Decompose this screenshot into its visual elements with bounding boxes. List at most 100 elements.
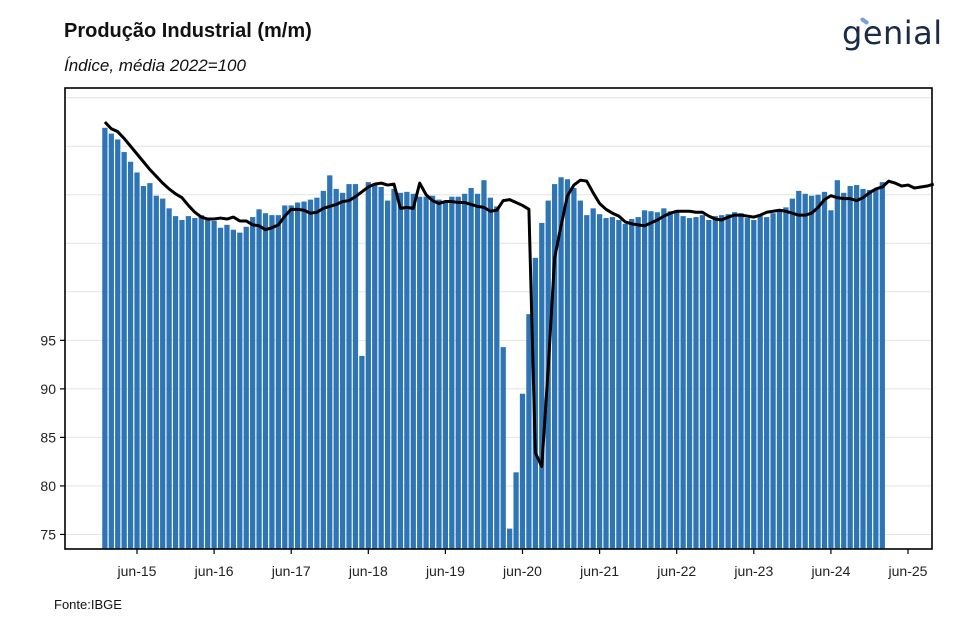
bar	[519, 393, 526, 549]
bar	[751, 219, 757, 550]
bar	[828, 210, 834, 550]
x-tick-label: jun-17	[271, 563, 311, 579]
bar	[442, 200, 449, 549]
bar	[160, 198, 166, 549]
bar	[269, 215, 275, 549]
bar	[172, 216, 179, 550]
bar	[590, 208, 596, 549]
bar	[243, 226, 249, 550]
bar	[108, 133, 114, 550]
bar	[282, 205, 288, 549]
bar	[359, 355, 365, 549]
x-tick-label: jun-21	[579, 563, 619, 579]
bar	[462, 193, 468, 550]
bar	[629, 219, 635, 549]
bar	[564, 179, 571, 550]
bar	[211, 220, 217, 549]
x-tick-label: jun-24	[810, 563, 850, 579]
bar	[262, 213, 269, 549]
bar	[127, 161, 134, 549]
bar	[513, 472, 519, 549]
bar	[192, 218, 198, 550]
bar	[449, 196, 455, 549]
bar	[808, 195, 815, 550]
source-note: Fonte:IBGE	[54, 597, 122, 612]
bar	[410, 193, 416, 550]
y-tick-label: 75	[40, 526, 56, 542]
bar	[719, 215, 725, 549]
bar	[320, 190, 326, 549]
bar	[224, 224, 230, 549]
bar	[873, 188, 879, 549]
bar	[404, 191, 410, 549]
bar	[468, 187, 474, 549]
bar	[205, 218, 211, 550]
line-series	[103, 120, 935, 469]
bar	[539, 222, 545, 549]
x-tick-label: jun-16	[194, 563, 234, 579]
chart-subtitle: Índice, média 2022=100	[64, 56, 246, 75]
bar	[770, 213, 776, 549]
bar	[185, 216, 192, 550]
bar	[487, 197, 494, 550]
bar	[481, 180, 487, 549]
bar	[667, 211, 673, 549]
bar	[686, 218, 693, 550]
x-tick-label: jun-22	[656, 563, 696, 579]
y-tick-label: 95	[40, 332, 56, 348]
trend-line	[103, 120, 935, 469]
bar	[744, 218, 751, 550]
bar	[648, 211, 654, 549]
bar	[596, 214, 603, 550]
bar	[179, 219, 185, 550]
bar	[860, 188, 866, 549]
bar	[834, 180, 840, 549]
x-tick-label: jun-23	[733, 563, 773, 579]
bar	[436, 199, 442, 550]
plot-frame	[64, 87, 933, 550]
bar	[294, 202, 301, 549]
bar	[641, 210, 648, 550]
bar	[275, 215, 281, 549]
bar	[699, 215, 706, 549]
bar	[725, 214, 731, 550]
bar	[879, 182, 885, 549]
bar	[372, 184, 378, 549]
bar	[147, 183, 153, 550]
bar	[365, 182, 371, 549]
bar	[391, 188, 397, 549]
bar	[609, 217, 616, 549]
y-tick-label: 85	[40, 429, 56, 445]
bar	[134, 172, 140, 549]
bar	[102, 127, 108, 549]
bar	[738, 213, 744, 549]
bar	[712, 216, 718, 550]
bar	[417, 196, 423, 549]
bar	[198, 215, 204, 549]
bar	[494, 206, 500, 549]
bar	[616, 219, 622, 550]
bar	[764, 217, 770, 549]
bar	[121, 152, 127, 550]
bar	[680, 216, 686, 550]
bar	[327, 175, 333, 549]
bar	[474, 193, 481, 550]
bar	[346, 184, 352, 549]
bar	[706, 219, 712, 550]
bar	[140, 186, 147, 549]
bar	[256, 209, 262, 549]
y-tick-label: 80	[40, 478, 56, 494]
bar	[731, 212, 738, 550]
bar	[841, 192, 847, 549]
bar	[397, 192, 404, 549]
bar	[153, 195, 159, 550]
bar	[423, 196, 429, 549]
x-axis: jun-15 jun-16 jun-17 jun-18 jun-19 jun-20 jun-…	[117, 549, 928, 579]
bar	[757, 216, 763, 550]
bar	[230, 229, 237, 549]
bar	[622, 223, 628, 549]
x-tick-label: jun-19	[425, 563, 465, 579]
bar	[584, 215, 590, 549]
bar	[455, 196, 461, 549]
